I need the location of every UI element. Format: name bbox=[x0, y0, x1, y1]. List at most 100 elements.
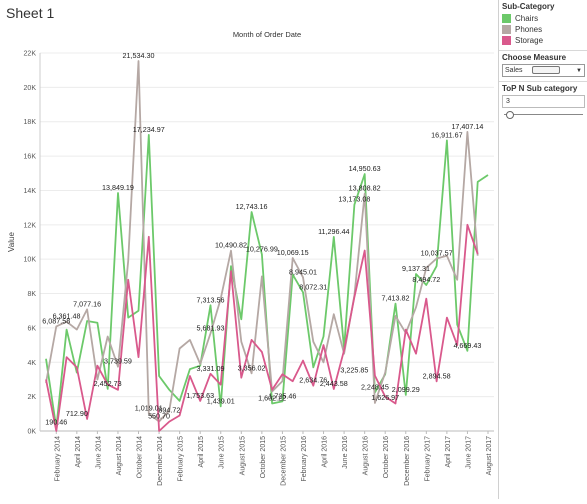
legend-item-chairs[interactable]: Chairs bbox=[502, 13, 585, 24]
y-tick-label: 16K bbox=[24, 154, 37, 161]
y-tick-label: 12K bbox=[24, 222, 37, 229]
x-tick-label: October 2015 bbox=[260, 436, 267, 479]
legend-title: Sub-Category bbox=[502, 2, 555, 11]
measure-value: Sales bbox=[505, 67, 523, 74]
x-tick-label: December 2016 bbox=[404, 436, 411, 486]
y-tick-label: 4K bbox=[27, 360, 36, 367]
measure-dropdown[interactable]: Sales ▼ bbox=[502, 64, 585, 77]
data-label: 712.90 bbox=[66, 409, 88, 418]
x-tick-label: February 2017 bbox=[424, 436, 431, 482]
topn-input[interactable]: 3 bbox=[502, 95, 585, 108]
data-label: 894.72 bbox=[158, 406, 180, 415]
data-label: 7,313.56 bbox=[196, 295, 224, 304]
data-label: 13,849.19 bbox=[102, 183, 134, 192]
x-tick-label: August 2017 bbox=[486, 436, 493, 475]
data-label: 10,069.15 bbox=[277, 248, 309, 257]
line-chart: Month of Order Date Value 0K 2K 4K 6K 8K 10K 12K… bbox=[0, 24, 534, 499]
data-label: 13,173.08 bbox=[338, 195, 370, 204]
y-tick-label: 0K bbox=[27, 429, 36, 436]
series-line-storage bbox=[45, 223, 479, 432]
legend-swatch-phones bbox=[502, 25, 511, 34]
data-label: 2,634.76 bbox=[299, 376, 327, 385]
data-label: 1,602.22 bbox=[258, 393, 286, 402]
x-tick-label: October 2014 bbox=[137, 436, 144, 479]
measure-control: Choose Measure Sales ▼ bbox=[499, 51, 587, 82]
dropdown-scroll-thumb[interactable] bbox=[532, 66, 560, 74]
data-label: 3,739.59 bbox=[104, 357, 132, 366]
data-label: 5,681.93 bbox=[196, 323, 224, 332]
data-label: 16,911.67 bbox=[431, 130, 462, 139]
data-label: 3,356.02 bbox=[238, 363, 266, 372]
x-tick-label: August 2014 bbox=[116, 436, 123, 475]
y-tick-label: 8K bbox=[27, 291, 36, 298]
data-label: 12,743.16 bbox=[236, 202, 268, 211]
x-tick-label: February 2014 bbox=[54, 436, 61, 482]
data-label: 9,137.31 bbox=[402, 264, 430, 273]
data-label: 10,037.57 bbox=[421, 249, 453, 258]
legend-label-chairs: Chairs bbox=[515, 14, 539, 23]
data-label: 17,407.14 bbox=[451, 122, 483, 131]
data-label: 3,225.85 bbox=[340, 366, 368, 375]
data-label: 11,296.44 bbox=[318, 227, 349, 236]
data-label: 4,669.43 bbox=[453, 341, 481, 350]
legend-swatch-chairs bbox=[502, 14, 511, 23]
legend-swatch-storage bbox=[502, 36, 511, 45]
data-label: 10,276.99 bbox=[246, 244, 278, 253]
y-tick-label: 22K bbox=[24, 51, 37, 58]
data-label: 10,490.82 bbox=[215, 241, 247, 250]
x-tick-label: December 2015 bbox=[280, 436, 287, 486]
data-label: 550.70 bbox=[148, 412, 170, 421]
topn-title: ToP N Sub category bbox=[502, 84, 578, 93]
y-tick-label: 6K bbox=[27, 325, 36, 332]
x-tick-label: April 2016 bbox=[322, 436, 329, 468]
x-tick-label: August 2015 bbox=[239, 436, 246, 475]
data-label: 7,413.82 bbox=[381, 294, 409, 303]
x-tick-label: June 2015 bbox=[219, 436, 226, 469]
line-chart-svg: Month of Order Date Value 0K 2K 4K 6K 8K 10K 12K… bbox=[7, 30, 534, 486]
y-tick-label: 20K bbox=[24, 85, 37, 92]
topn-slider[interactable] bbox=[502, 110, 585, 120]
x-tick-label: June 2017 bbox=[465, 436, 472, 469]
data-label: 1,725.46 bbox=[268, 391, 296, 400]
x-tick-label: December 2014 bbox=[157, 436, 164, 486]
legend-item-phones[interactable]: Phones bbox=[502, 24, 585, 35]
data-label: 2,099.29 bbox=[392, 385, 420, 394]
legend-label-storage: Storage bbox=[515, 36, 544, 45]
data-label: 190.46 bbox=[45, 418, 67, 427]
x-tick-label: October 2016 bbox=[383, 436, 390, 479]
data-label: 17,234.97 bbox=[133, 125, 165, 134]
data-label: 13,808.82 bbox=[349, 184, 381, 193]
topn-control: ToP N Sub category 3 bbox=[499, 82, 587, 124]
data-label: 1,753.63 bbox=[186, 391, 214, 400]
y-tick-label: 10K bbox=[24, 257, 37, 264]
data-label: 21,534.30 bbox=[123, 51, 155, 60]
x-tick-label: April 2014 bbox=[75, 436, 82, 468]
data-label: 8,945.01 bbox=[289, 267, 317, 276]
y-axis-label: Value bbox=[7, 232, 16, 252]
data-label: 7,077.16 bbox=[73, 299, 101, 308]
x-tick-label: August 2016 bbox=[363, 436, 370, 475]
slider-track bbox=[504, 114, 583, 115]
x-tick-label: June 2014 bbox=[95, 436, 102, 469]
data-label: 2,443.58 bbox=[320, 379, 348, 388]
legend-item-storage[interactable]: Storage bbox=[502, 35, 585, 46]
data-label: 1,019.01 bbox=[135, 403, 163, 412]
y-tick-label: 14K bbox=[24, 188, 37, 195]
data-label: 6,361.48 bbox=[53, 312, 81, 321]
chart-title: Month of Order Date bbox=[233, 30, 301, 39]
right-panel: Sub-Category Chairs Phones Storage Choos… bbox=[498, 0, 587, 499]
chevron-down-icon[interactable]: ▼ bbox=[576, 67, 582, 74]
data-label: 3,331.09 bbox=[196, 364, 224, 373]
x-tick-label: February 2015 bbox=[178, 436, 185, 482]
data-label: 2,894.58 bbox=[423, 371, 451, 380]
data-label: 6,087.58 bbox=[42, 316, 70, 325]
x-tick-label: April 2017 bbox=[445, 436, 452, 468]
sheet-title: Sheet 1 bbox=[6, 5, 55, 21]
y-tick-label: 2K bbox=[27, 394, 36, 401]
data-label: 8,494.72 bbox=[412, 275, 440, 284]
slider-handle[interactable] bbox=[506, 111, 514, 119]
legend-label-phones: Phones bbox=[515, 25, 543, 34]
y-tick-label: 18K bbox=[24, 119, 37, 126]
data-label: 14,950.63 bbox=[349, 164, 381, 173]
data-label: 1,439.01 bbox=[207, 396, 235, 405]
